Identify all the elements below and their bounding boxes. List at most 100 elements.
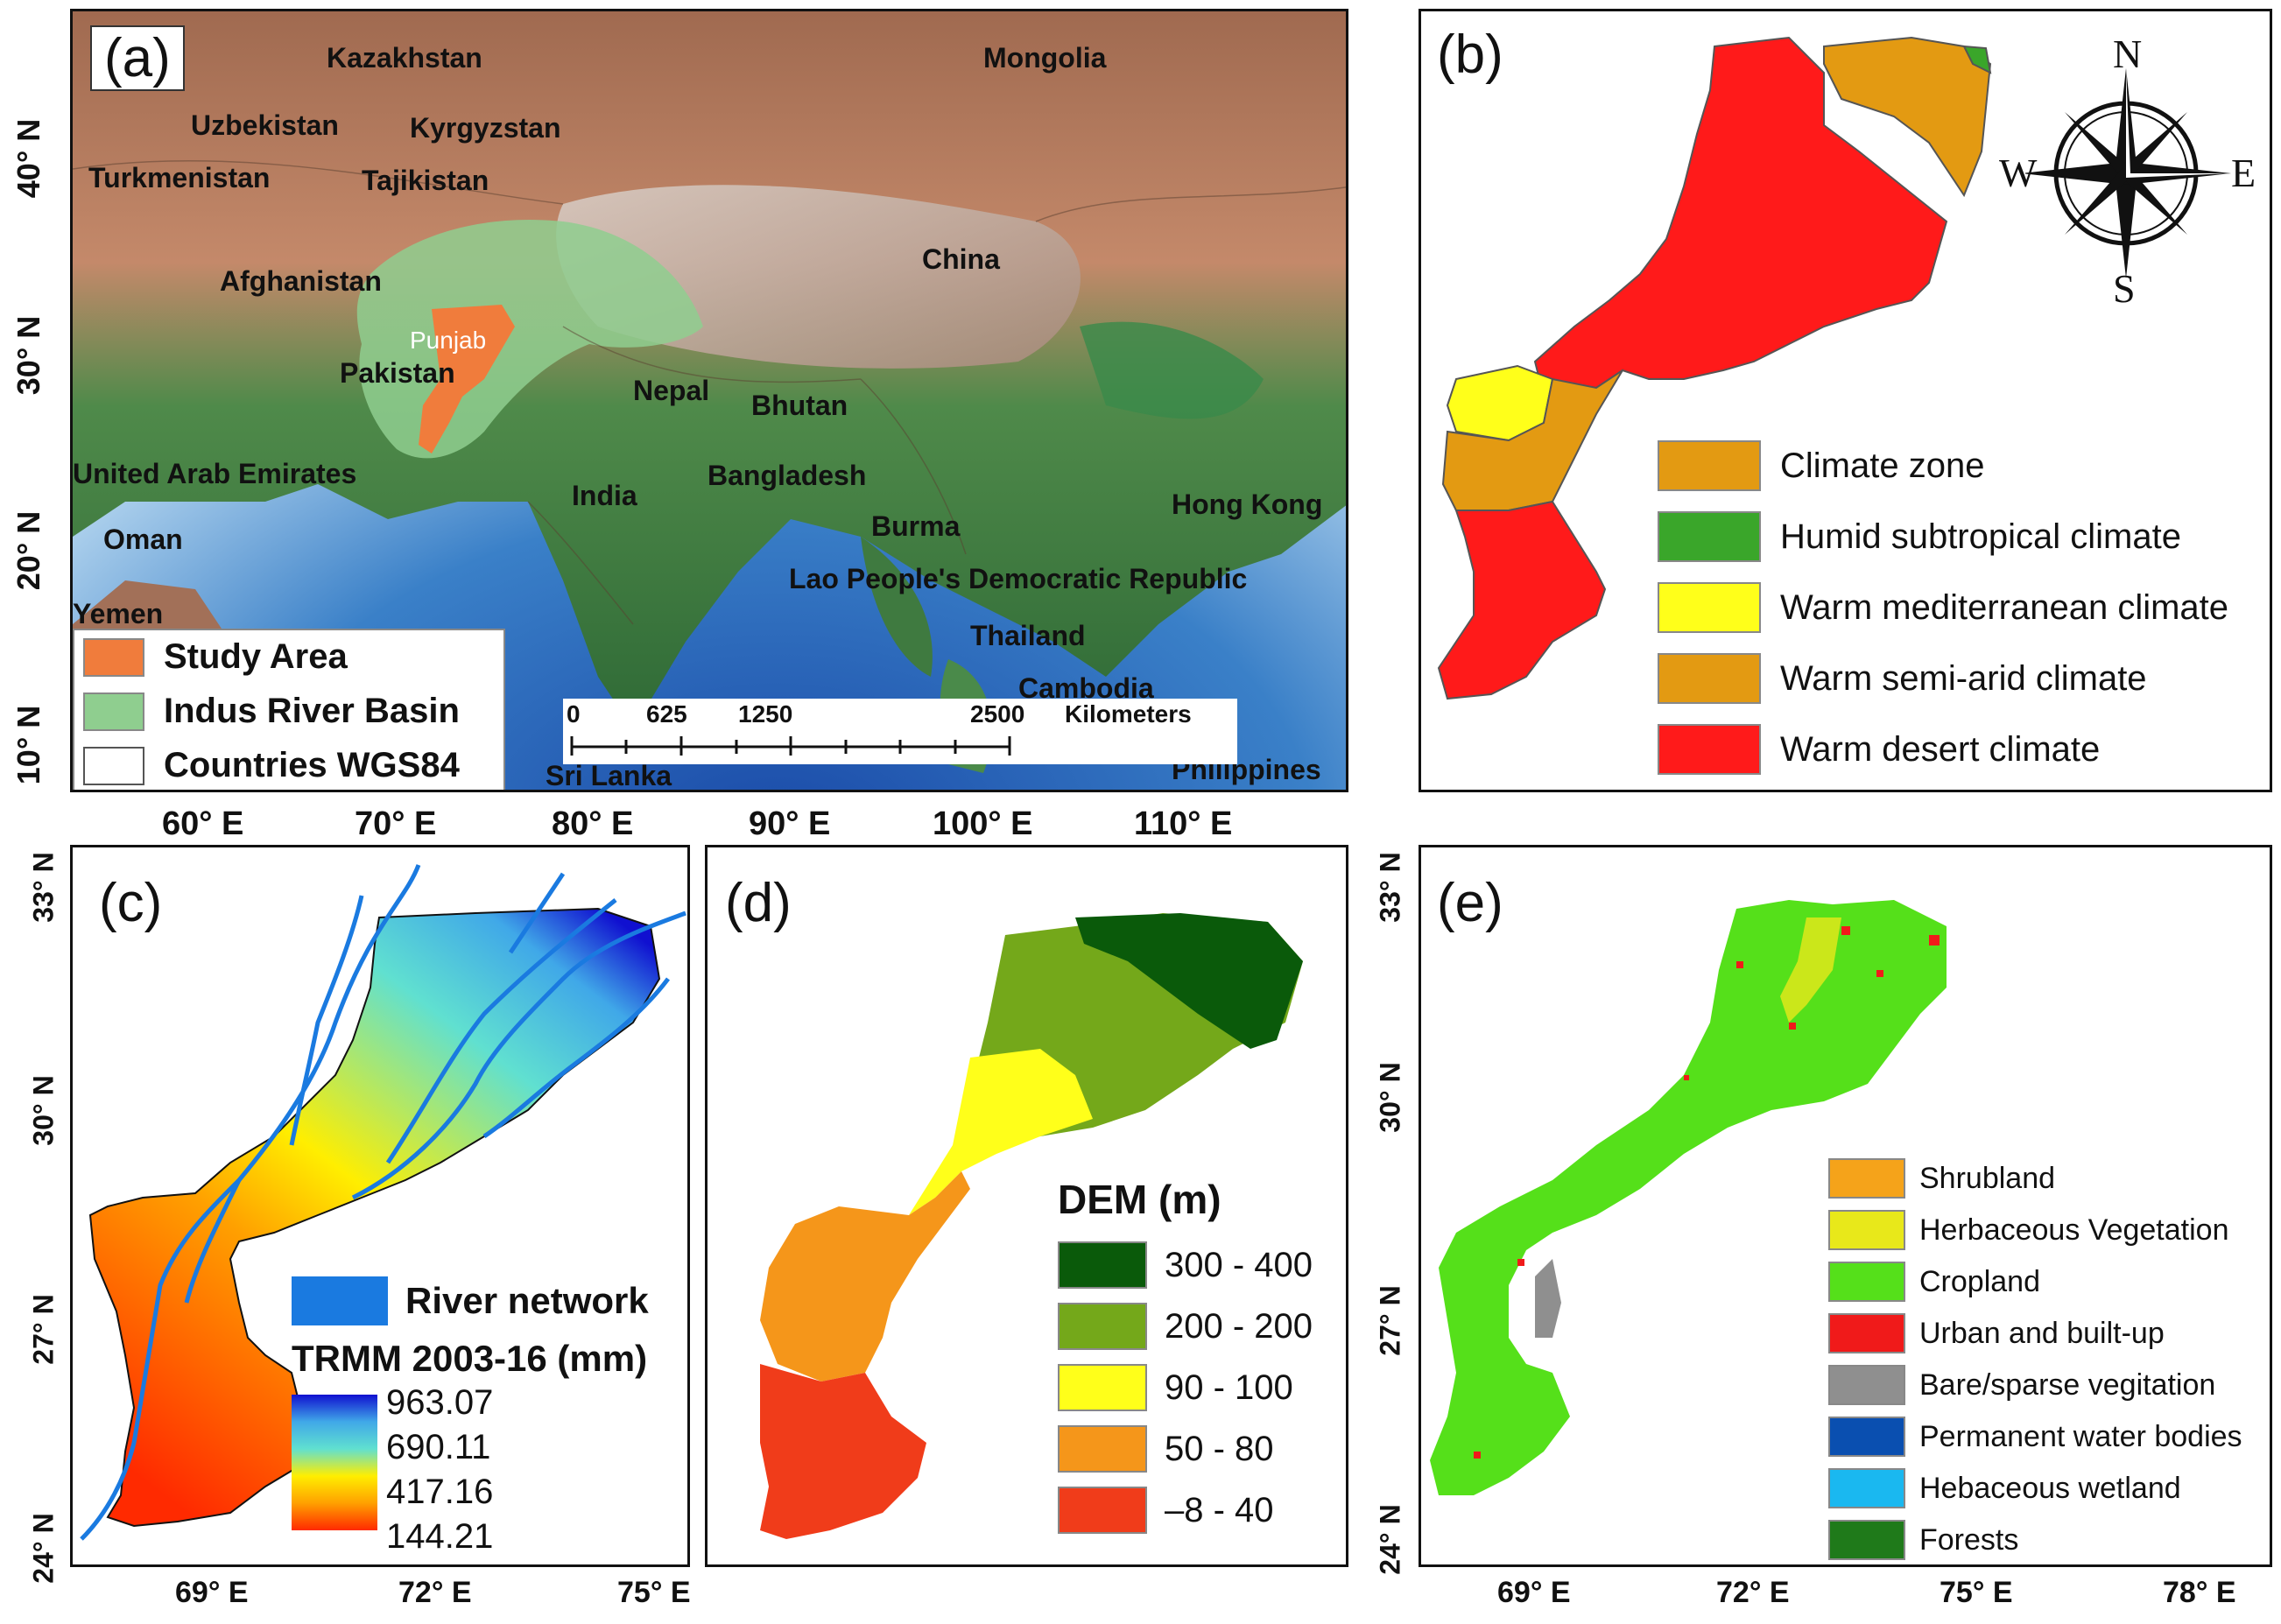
legend-item: 90 - 100: [1058, 1364, 1293, 1411]
legend-label: Bare/sparse vegitation: [1919, 1367, 2216, 1402]
legend-label: Indus River Basin: [164, 692, 460, 730]
legend-label: 300 - 400: [1165, 1245, 1313, 1284]
lon-tick-label: 78° E: [2163, 1576, 2236, 1609]
panel-a-legend: Study Area Indus River Basin Countries W…: [73, 629, 505, 790]
legend-swatch: [83, 692, 144, 731]
legend-swatch: [1058, 1425, 1147, 1473]
region-label-punjab: Punjab: [410, 327, 487, 354]
legend-item: 300 - 400: [1058, 1241, 1313, 1289]
country-label: Bhutan: [751, 390, 848, 421]
scale-tick-label: 1250: [738, 700, 793, 728]
legend-swatch: [1058, 1241, 1147, 1289]
country-label: Afghanistan: [220, 265, 382, 297]
country-label: Yemen: [73, 598, 164, 629]
legend-swatch: [1828, 1262, 1905, 1302]
study-area-shape: [419, 305, 515, 453]
legend-swatch: [1828, 1417, 1905, 1457]
lon-tick-label: 72° E: [1716, 1576, 1790, 1609]
legend-item: Permanent water bodies: [1828, 1417, 2242, 1457]
legend-item: Warm semi-arid climate: [1658, 653, 2147, 704]
legend-item: Hebaceous wetland: [1828, 1468, 2181, 1508]
legend-swatch: [1058, 1364, 1147, 1411]
compass-s: S: [2113, 266, 2136, 311]
legend-swatch: [1828, 1210, 1905, 1250]
panel-b-label: (b): [1437, 25, 1503, 85]
panel-c-label: (c): [99, 873, 163, 933]
legend-item: River network: [292, 1276, 649, 1325]
scale-bar-line: [570, 736, 1011, 756]
lon-tick-label: 72° E: [398, 1576, 472, 1609]
dem-raster: [760, 913, 1303, 1539]
country-label: Hong Kong: [1172, 489, 1323, 520]
legend-label: Warm mediterranean climate: [1780, 587, 2229, 627]
legend-item: Urban and built-up: [1828, 1313, 2165, 1353]
colorbar-value: 144.21: [386, 1517, 494, 1557]
legend-label: Climate zone: [1780, 446, 1985, 485]
lat-tick-label: 33° N: [27, 852, 60, 923]
colorbar-value: 417.16: [386, 1473, 494, 1511]
panel-d-dem-map: (d) DEM (m) 300 - 400 200 - 200 90 - 100…: [705, 845, 1348, 1567]
lat-tick-label: 20° N: [11, 510, 47, 591]
legend-label: Shrubland: [1919, 1161, 2056, 1195]
country-label: Burma: [871, 510, 961, 542]
legend-swatch: [1058, 1487, 1147, 1534]
legend-item: Forests: [1828, 1520, 2018, 1560]
legend-label: 200 - 200: [1165, 1306, 1313, 1346]
country-label: Uzbekistan: [191, 109, 339, 141]
panel-c-trmm-map: (c) River network TRMM 2003-16 (: [70, 845, 690, 1567]
scale-tick-label: 625: [646, 700, 687, 728]
legend-item: Bare/sparse vegitation: [1828, 1365, 2215, 1405]
legend-swatch: [1828, 1520, 1905, 1560]
legend-swatch: [1828, 1313, 1905, 1353]
climate-zones: [1437, 36, 1992, 700]
trmm-raster: [80, 864, 686, 1541]
legend-swatch: [1058, 1303, 1147, 1350]
country-label: Nepal: [633, 375, 710, 406]
country-label: Turkmenistan: [88, 162, 271, 193]
legend-item: Warm desert climate: [1658, 724, 2100, 775]
panel-b-climate-map: (b) N S W E Climate zone Humid subtropic…: [1419, 9, 2272, 792]
lat-tick-label: 30° N: [11, 315, 47, 396]
scale-bar: 0 625 1250 2500 Kilometers: [563, 699, 1237, 764]
lon-tick-label: 69° E: [1497, 1576, 1571, 1609]
legend-item: Humid subtropical climate: [1658, 511, 2181, 562]
lon-tick-label: 69° E: [175, 1576, 249, 1609]
legend-label: Study Area: [164, 637, 348, 676]
lat-tick-label: 27° N: [1374, 1285, 1406, 1356]
legend-label: Urban and built-up: [1919, 1316, 2165, 1350]
legend-swatch: [1658, 653, 1761, 704]
legend-swatch: [1828, 1365, 1905, 1405]
legend-swatch: [83, 746, 144, 785]
legend-swatch: [292, 1276, 388, 1325]
country-label: Kyrgyzstan: [410, 112, 561, 144]
lon-tick-label: 80° E: [552, 805, 634, 842]
lat-tick-label: 40° N: [11, 118, 47, 199]
lat-tick-label: 30° N: [1374, 1062, 1406, 1133]
legend-item: 50 - 80: [1058, 1425, 1274, 1473]
panel-d-label: (d): [725, 873, 792, 933]
country-label: Pakistan: [340, 357, 455, 389]
panel-a-map: (a) Kazakhstan Mongolia Uzbekistan Kyrgy…: [70, 9, 1348, 792]
legend-swatch: [1658, 582, 1761, 633]
lon-tick-label: 70° E: [355, 805, 437, 842]
lat-tick-label: 33° N: [1374, 852, 1406, 923]
country-label: Lao People's Democratic Republic: [789, 563, 1248, 594]
colorbar: [292, 1395, 377, 1530]
legend-item: Indus River Basin: [83, 692, 460, 731]
colorbar-title: TRMM 2003-16 (mm): [292, 1338, 648, 1379]
legend-label: –8 - 40: [1165, 1490, 1274, 1529]
country-label: Mongolia: [983, 42, 1107, 74]
legend-label: 50 - 80: [1165, 1429, 1274, 1468]
legend-swatch: [83, 637, 144, 677]
lon-tick-label: 90° E: [749, 805, 831, 842]
dem-legend-title: DEM (m): [1058, 1177, 1221, 1222]
lat-tick-label: 10° N: [11, 705, 47, 785]
legend-label: Permanent water bodies: [1919, 1419, 2242, 1453]
lat-tick-label: 24° N: [27, 1513, 60, 1584]
legend-item: Study Area: [83, 637, 348, 677]
legend-label: Countries WGS84: [164, 746, 460, 784]
legend-label: Warm semi-arid climate: [1780, 658, 2147, 698]
legend-item: 200 - 200: [1058, 1303, 1313, 1350]
legend-label: Humid subtropical climate: [1780, 517, 2181, 556]
colorbar-value: 963.07: [386, 1383, 494, 1422]
